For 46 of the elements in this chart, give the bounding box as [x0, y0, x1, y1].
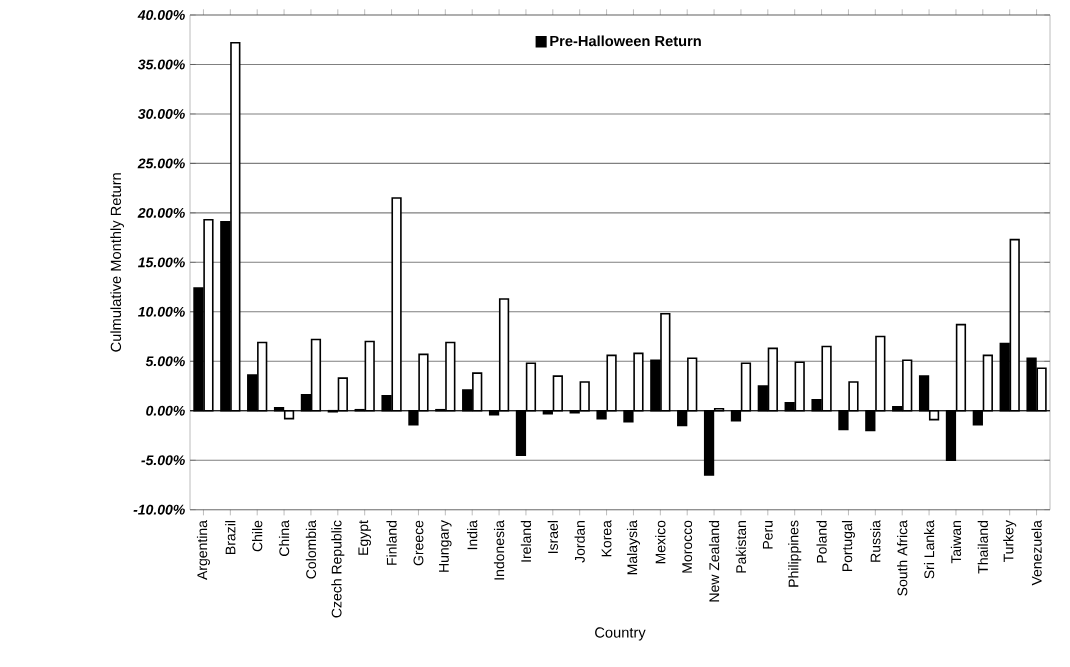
x-tick-label: Jordan: [574, 520, 585, 563]
y-tick-label: 30.00%: [137, 108, 185, 119]
x-tick-label: Malaysia: [626, 520, 640, 575]
y-axis-title: Culmulative Monthly Return: [110, 173, 124, 352]
y-tick-label: 20.00%: [137, 207, 185, 218]
x-tick-label: Czech Republic: [331, 520, 345, 618]
y-tick-label: -10.00%: [133, 504, 185, 515]
x-tick-label: Greece: [413, 520, 424, 566]
x-tick-label: Colombia: [305, 520, 317, 579]
x-tick-label: Thailand: [977, 520, 988, 574]
x-tick-label: Israel: [547, 521, 558, 553]
x-tick-label: New Zealand: [708, 521, 720, 602]
x-tick-label: Finland: [386, 520, 397, 565]
y-tick-label: 0.00%: [146, 405, 185, 416]
x-tick-label: Egypt: [358, 520, 371, 555]
x-tick-label: Pakistan: [735, 520, 747, 573]
x-tick-label: Sri Lanka: [923, 520, 935, 579]
y-tick-label: 15.00%: [138, 257, 185, 268]
x-tick-label: Chile: [252, 520, 263, 552]
x-tick-label: Poland: [816, 520, 827, 563]
x-tick-label: Turkey: [1003, 520, 1017, 563]
x-axis-title: Country: [595, 627, 646, 641]
x-tick-label: Indonesia: [493, 520, 505, 580]
x-tick-label: Hungary: [439, 520, 452, 572]
x-tick-label: India: [467, 520, 478, 550]
x-tick-label: Korea: [601, 520, 612, 557]
legend-label: Pre-Halloween Return: [550, 35, 701, 47]
y-tick-label: 10.00%: [138, 306, 185, 317]
x-tick-label: Peru: [762, 521, 773, 549]
y-tick-label: 40.00%: [137, 10, 185, 20]
y-tick-label: 25.00%: [137, 158, 185, 169]
x-tick-label: Morocco: [682, 520, 693, 573]
x-tick-label: Ireland: [520, 520, 532, 562]
y-tick-label: 35.00%: [137, 59, 185, 70]
x-tick-label: Russia: [870, 520, 881, 562]
x-tick-label: Mexico: [655, 520, 666, 564]
x-tick-label: South Africa: [897, 520, 908, 596]
y-tick-label: 5.00%: [145, 356, 185, 367]
x-tick-label: Venezuela: [1031, 520, 1042, 586]
y-tick-label: -5.00%: [141, 455, 185, 466]
x-tick-label: Argentina: [196, 520, 210, 580]
x-tick-label: Taiwan: [950, 520, 962, 564]
x-tick-label: Portugal: [841, 521, 855, 572]
x-tick-label: Brazil: [225, 521, 236, 554]
x-tick-label: China: [278, 520, 290, 556]
x-tick-label: Philippines: [788, 520, 802, 587]
